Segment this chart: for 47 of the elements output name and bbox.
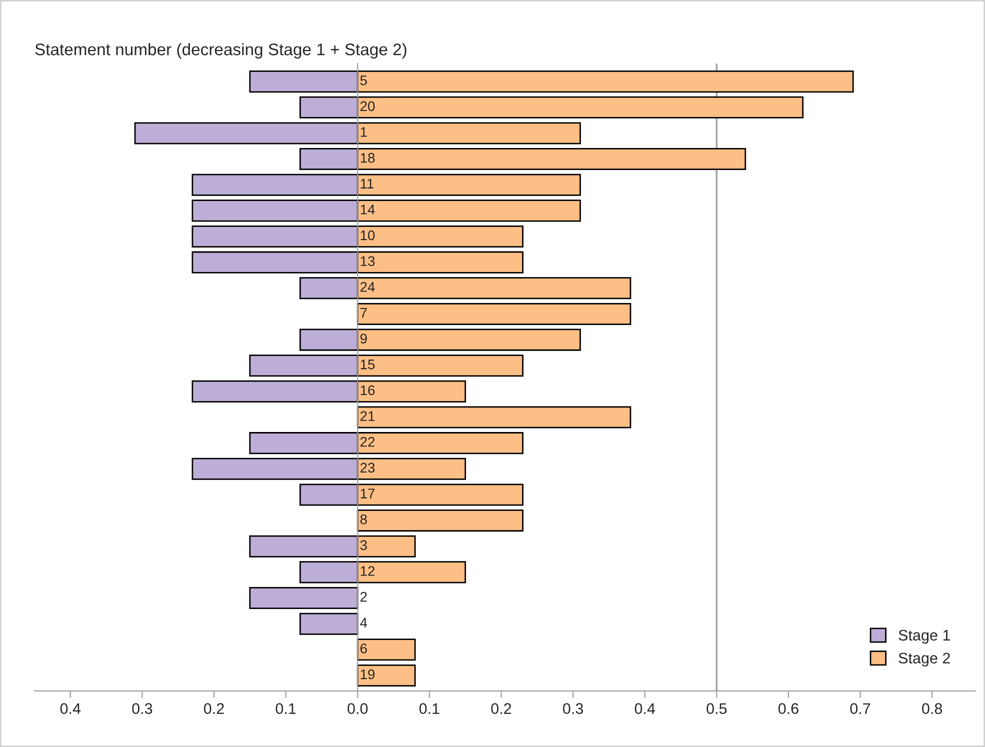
y-tick-label: 9	[360, 334, 367, 344]
x-tick-label: 0.7	[850, 703, 870, 714]
bar	[356, 302, 632, 325]
y-tick-label: 11	[360, 178, 374, 188]
legend-label: Stage 2	[898, 652, 950, 667]
x-tick-label: 0.4	[60, 703, 81, 714]
legend-label: Stage 1	[898, 630, 950, 644]
x-tick-label: 0.4	[634, 703, 656, 714]
x-tick-label: 0.3	[132, 703, 152, 714]
x-tick-label: 0.8	[922, 703, 942, 714]
y-tick-label: 4	[360, 618, 368, 628]
y-tick-label: 12	[360, 566, 375, 576]
x-tick-label: 0.1	[276, 703, 296, 714]
y-tick-label: 21	[360, 411, 375, 421]
y-tick-label: 10	[360, 230, 375, 240]
y-tick-label: 3	[360, 540, 367, 550]
bar	[299, 612, 358, 635]
bar	[249, 586, 358, 610]
x-tick-label: 0.0	[348, 703, 368, 714]
y-tick-label: 5	[360, 76, 367, 86]
y-tick-label: 24	[360, 282, 375, 292]
y-tick-label: 23	[360, 462, 375, 473]
x-tick-label: 0.5	[706, 703, 727, 714]
y-tick-label: 8	[360, 514, 367, 524]
bar	[356, 406, 632, 428]
y-tick-label: 14	[360, 204, 375, 214]
y-tick-label: 18	[360, 152, 375, 163]
y-tick-label: 17	[360, 488, 375, 498]
y-tick-label: 20	[360, 101, 375, 112]
y-tick-label: 16	[360, 385, 375, 396]
y-tick-label: 7	[360, 308, 367, 318]
bar	[356, 664, 416, 687]
y-tick-label: 13	[360, 256, 375, 266]
y-tick-label: 22	[360, 436, 375, 447]
bar	[356, 510, 524, 532]
y-tick-label: 1	[360, 127, 367, 137]
chart-title: Statement number (decreasing Stage 1 + Stage 2)	[35, 43, 406, 59]
x-tick-label: 0.2	[491, 703, 512, 714]
x-tick-label: 0.3	[563, 703, 583, 714]
x-tick-label: 0.1	[419, 703, 440, 714]
x-tick-label: 0.6	[778, 703, 798, 714]
y-tick-label: 2	[360, 592, 367, 602]
y-tick-label: 6	[360, 644, 367, 654]
y-tick-label: 15	[360, 360, 375, 370]
y-tick-label: 19	[360, 669, 375, 680]
bar	[356, 638, 416, 661]
x-tick-label: 0.2	[204, 703, 224, 714]
